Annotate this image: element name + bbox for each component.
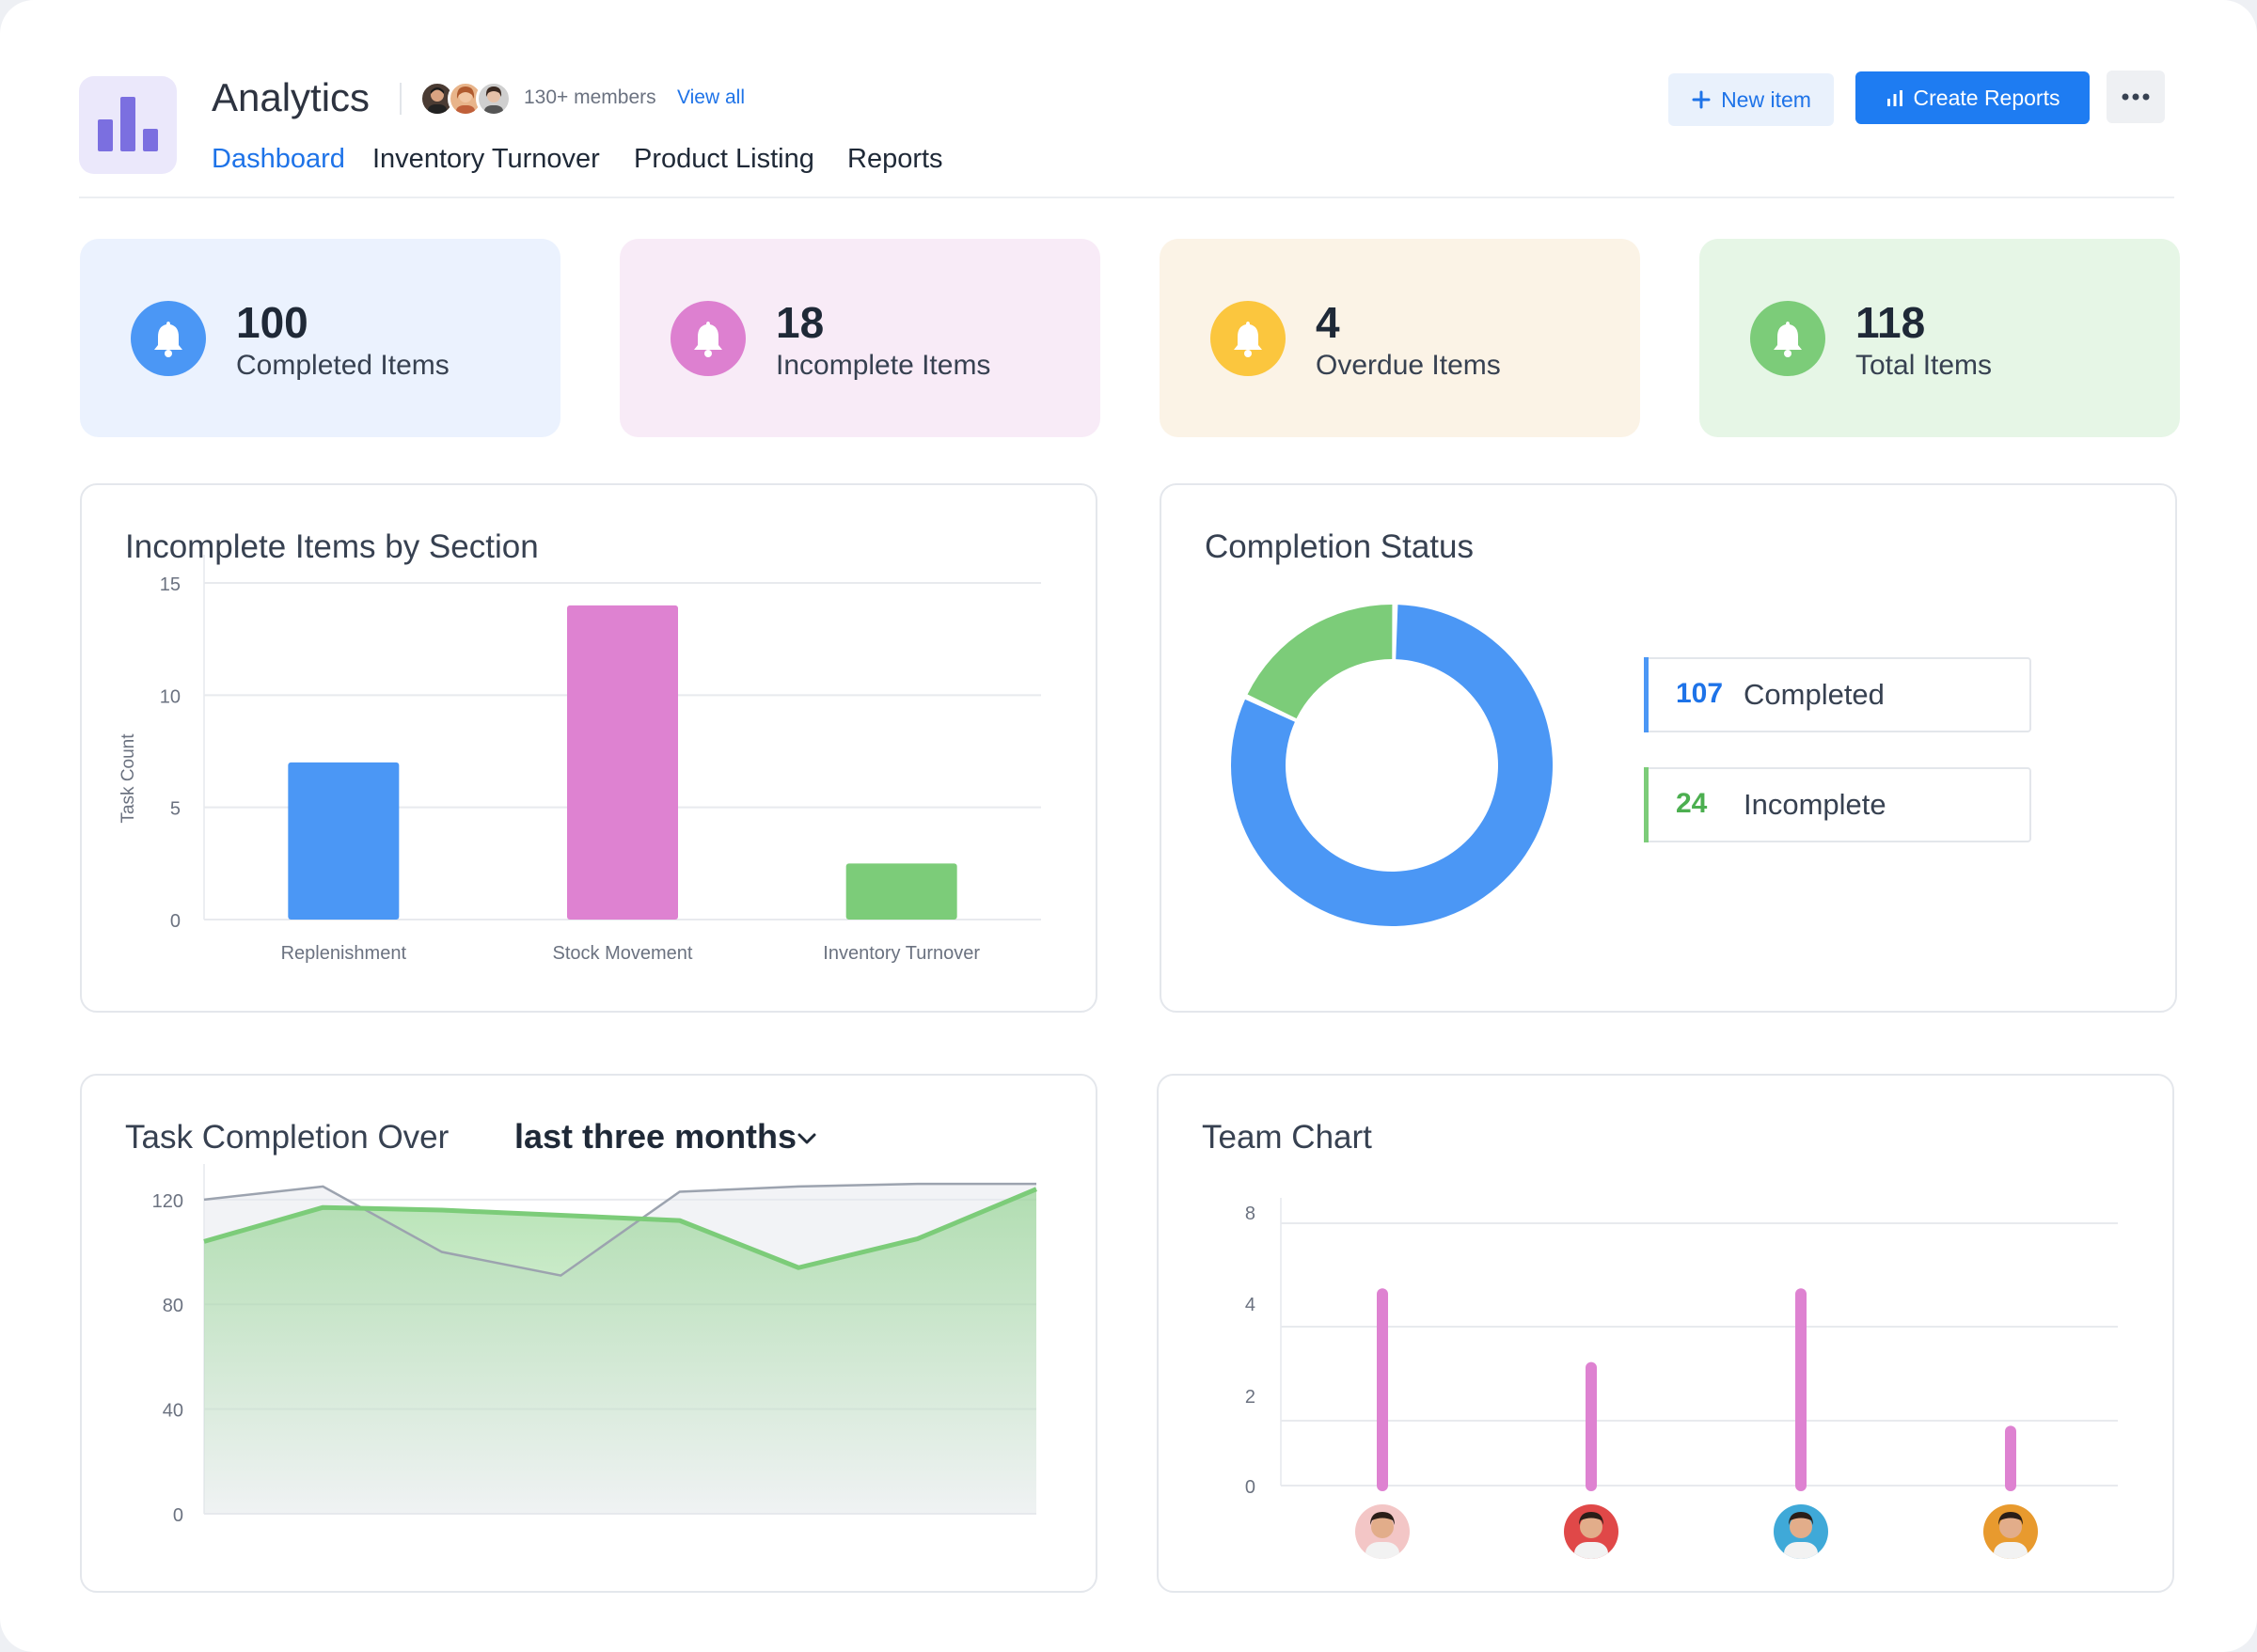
- stat-value: 118: [1855, 298, 1926, 347]
- bell-icon: [1750, 301, 1825, 376]
- avatar: [476, 81, 512, 117]
- stat-value: 4: [1316, 298, 1340, 347]
- y-tick-label: 0: [170, 911, 181, 932]
- y-tick-label: 120: [152, 1191, 183, 1212]
- create-reports-label: Create Reports: [1913, 85, 2060, 110]
- new-item-label: New item: [1721, 87, 1811, 112]
- avatar: [448, 81, 483, 117]
- legend-label: Incomplete: [1744, 788, 1886, 821]
- y-tick-label: 5: [170, 799, 181, 820]
- stat-card-completed[interactable]: 100 Completed Items: [80, 239, 560, 437]
- legend-incomplete: 24 Incomplete: [1644, 767, 2031, 842]
- stat-label: Total Items: [1855, 350, 1993, 381]
- tab-inventory-turnover[interactable]: Inventory Turnover: [372, 144, 600, 174]
- x-tick-label: Inventory Turnover: [823, 943, 980, 964]
- panel-title: Completion Status: [1205, 528, 1474, 565]
- incomplete-by-section-panel: Incomplete Items by Section 0 5 10 15 Task C…: [80, 483, 1097, 1013]
- stat-label: Incomplete Items: [776, 350, 991, 381]
- stat-value: 18: [776, 298, 825, 347]
- y-tick-label: 15: [160, 574, 181, 595]
- y-tick-label: 0: [173, 1505, 183, 1526]
- team-member-avatar[interactable]: [1355, 1504, 1410, 1559]
- legend-value: 107: [1676, 678, 1724, 709]
- stat-label: Completed Items: [236, 350, 450, 381]
- y-tick-label: 2: [1245, 1387, 1255, 1408]
- bell-icon: [131, 301, 206, 376]
- panel-title: Incomplete Items by Section: [125, 528, 539, 565]
- tab-reports[interactable]: Reports: [847, 144, 943, 174]
- legend-swatch: [1644, 657, 1649, 732]
- bell-icon: [1210, 301, 1286, 376]
- y-axis-label: Task Count: [118, 733, 138, 824]
- donut-slice-completed: [1231, 605, 1553, 927]
- legend-value: 24: [1676, 788, 1708, 819]
- team-member-avatar[interactable]: [1564, 1504, 1618, 1559]
- more-options-button[interactable]: [2107, 71, 2165, 123]
- panel-title: Task Completion Over: [125, 1119, 450, 1156]
- stat-card-overdue[interactable]: 4 Overdue Items: [1160, 239, 1640, 437]
- completion-status-panel: Completion Status 107 Completed 24 Incom…: [1160, 483, 2177, 1013]
- y-tick-label: 10: [160, 686, 181, 707]
- donut-slice-incomplete: [1247, 605, 1393, 719]
- y-tick-label: 0: [1245, 1477, 1255, 1498]
- range-select[interactable]: last three months: [514, 1117, 797, 1156]
- x-tick-label: Stock Movement: [553, 943, 693, 964]
- stat-value: 100: [236, 298, 308, 347]
- completion-donut-chart: [1231, 605, 1553, 927]
- stat-card-total[interactable]: 118 Total Items: [1699, 239, 2180, 437]
- task-completion-chart: 0 40 80 120: [152, 1164, 1037, 1526]
- analytics-app-icon: [79, 76, 177, 174]
- y-tick-label: 40: [163, 1401, 183, 1422]
- x-tick-label: Replenishment: [281, 943, 407, 964]
- bell-icon: [671, 301, 746, 376]
- stat-card-incomplete[interactable]: 18 Incomplete Items: [620, 239, 1100, 437]
- bar: [567, 605, 678, 920]
- team-chart-panel: Team Chart 0 2 4 8: [1157, 1074, 2174, 1593]
- page-title: Analytics: [212, 75, 371, 119]
- more-horizontal-icon: [2122, 93, 2150, 101]
- y-tick-label: 8: [1245, 1204, 1255, 1224]
- bar: [845, 863, 957, 920]
- view-all-link[interactable]: View all: [677, 87, 745, 108]
- task-completion-panel: Task Completion Over last three months 0…: [80, 1074, 1097, 1593]
- series-line-secondary: [203, 1182, 1036, 1277]
- y-tick-label: 4: [1245, 1295, 1255, 1315]
- team-member-avatar[interactable]: [1983, 1504, 2038, 1559]
- stat-label: Overdue Items: [1316, 350, 1501, 381]
- plus-icon: [1692, 90, 1711, 109]
- bar-chart-icon: [1886, 90, 1902, 106]
- tab-dashboard[interactable]: Dashboard: [212, 144, 345, 174]
- series-line-primary: [203, 1187, 1037, 1270]
- title-divider: [400, 83, 402, 115]
- legend-completed: 107 Completed: [1644, 657, 2031, 732]
- tab-product-listing[interactable]: Product Listing: [634, 144, 814, 174]
- chevron-down-icon[interactable]: [797, 1132, 817, 1145]
- series-area-primary: [204, 1188, 1036, 1514]
- y-tick-label: 80: [163, 1296, 183, 1316]
- legend-swatch: [1644, 767, 1649, 842]
- legend-label: Completed: [1744, 678, 1885, 711]
- new-item-button[interactable]: New item: [1668, 73, 1834, 126]
- members-count: 130+ members: [524, 87, 656, 108]
- incomplete-by-section-chart: 0 5 10 15 Task Count Replenishment Stock Movem…: [118, 555, 1041, 964]
- header-divider: [79, 197, 2174, 198]
- team-member-avatar[interactable]: [1774, 1504, 1828, 1559]
- team-chart: 0 2 4 8: [1245, 1198, 2118, 1498]
- bar: [288, 762, 400, 920]
- create-reports-button[interactable]: Create Reports: [1855, 71, 2090, 124]
- panel-title: Team Chart: [1202, 1119, 1372, 1156]
